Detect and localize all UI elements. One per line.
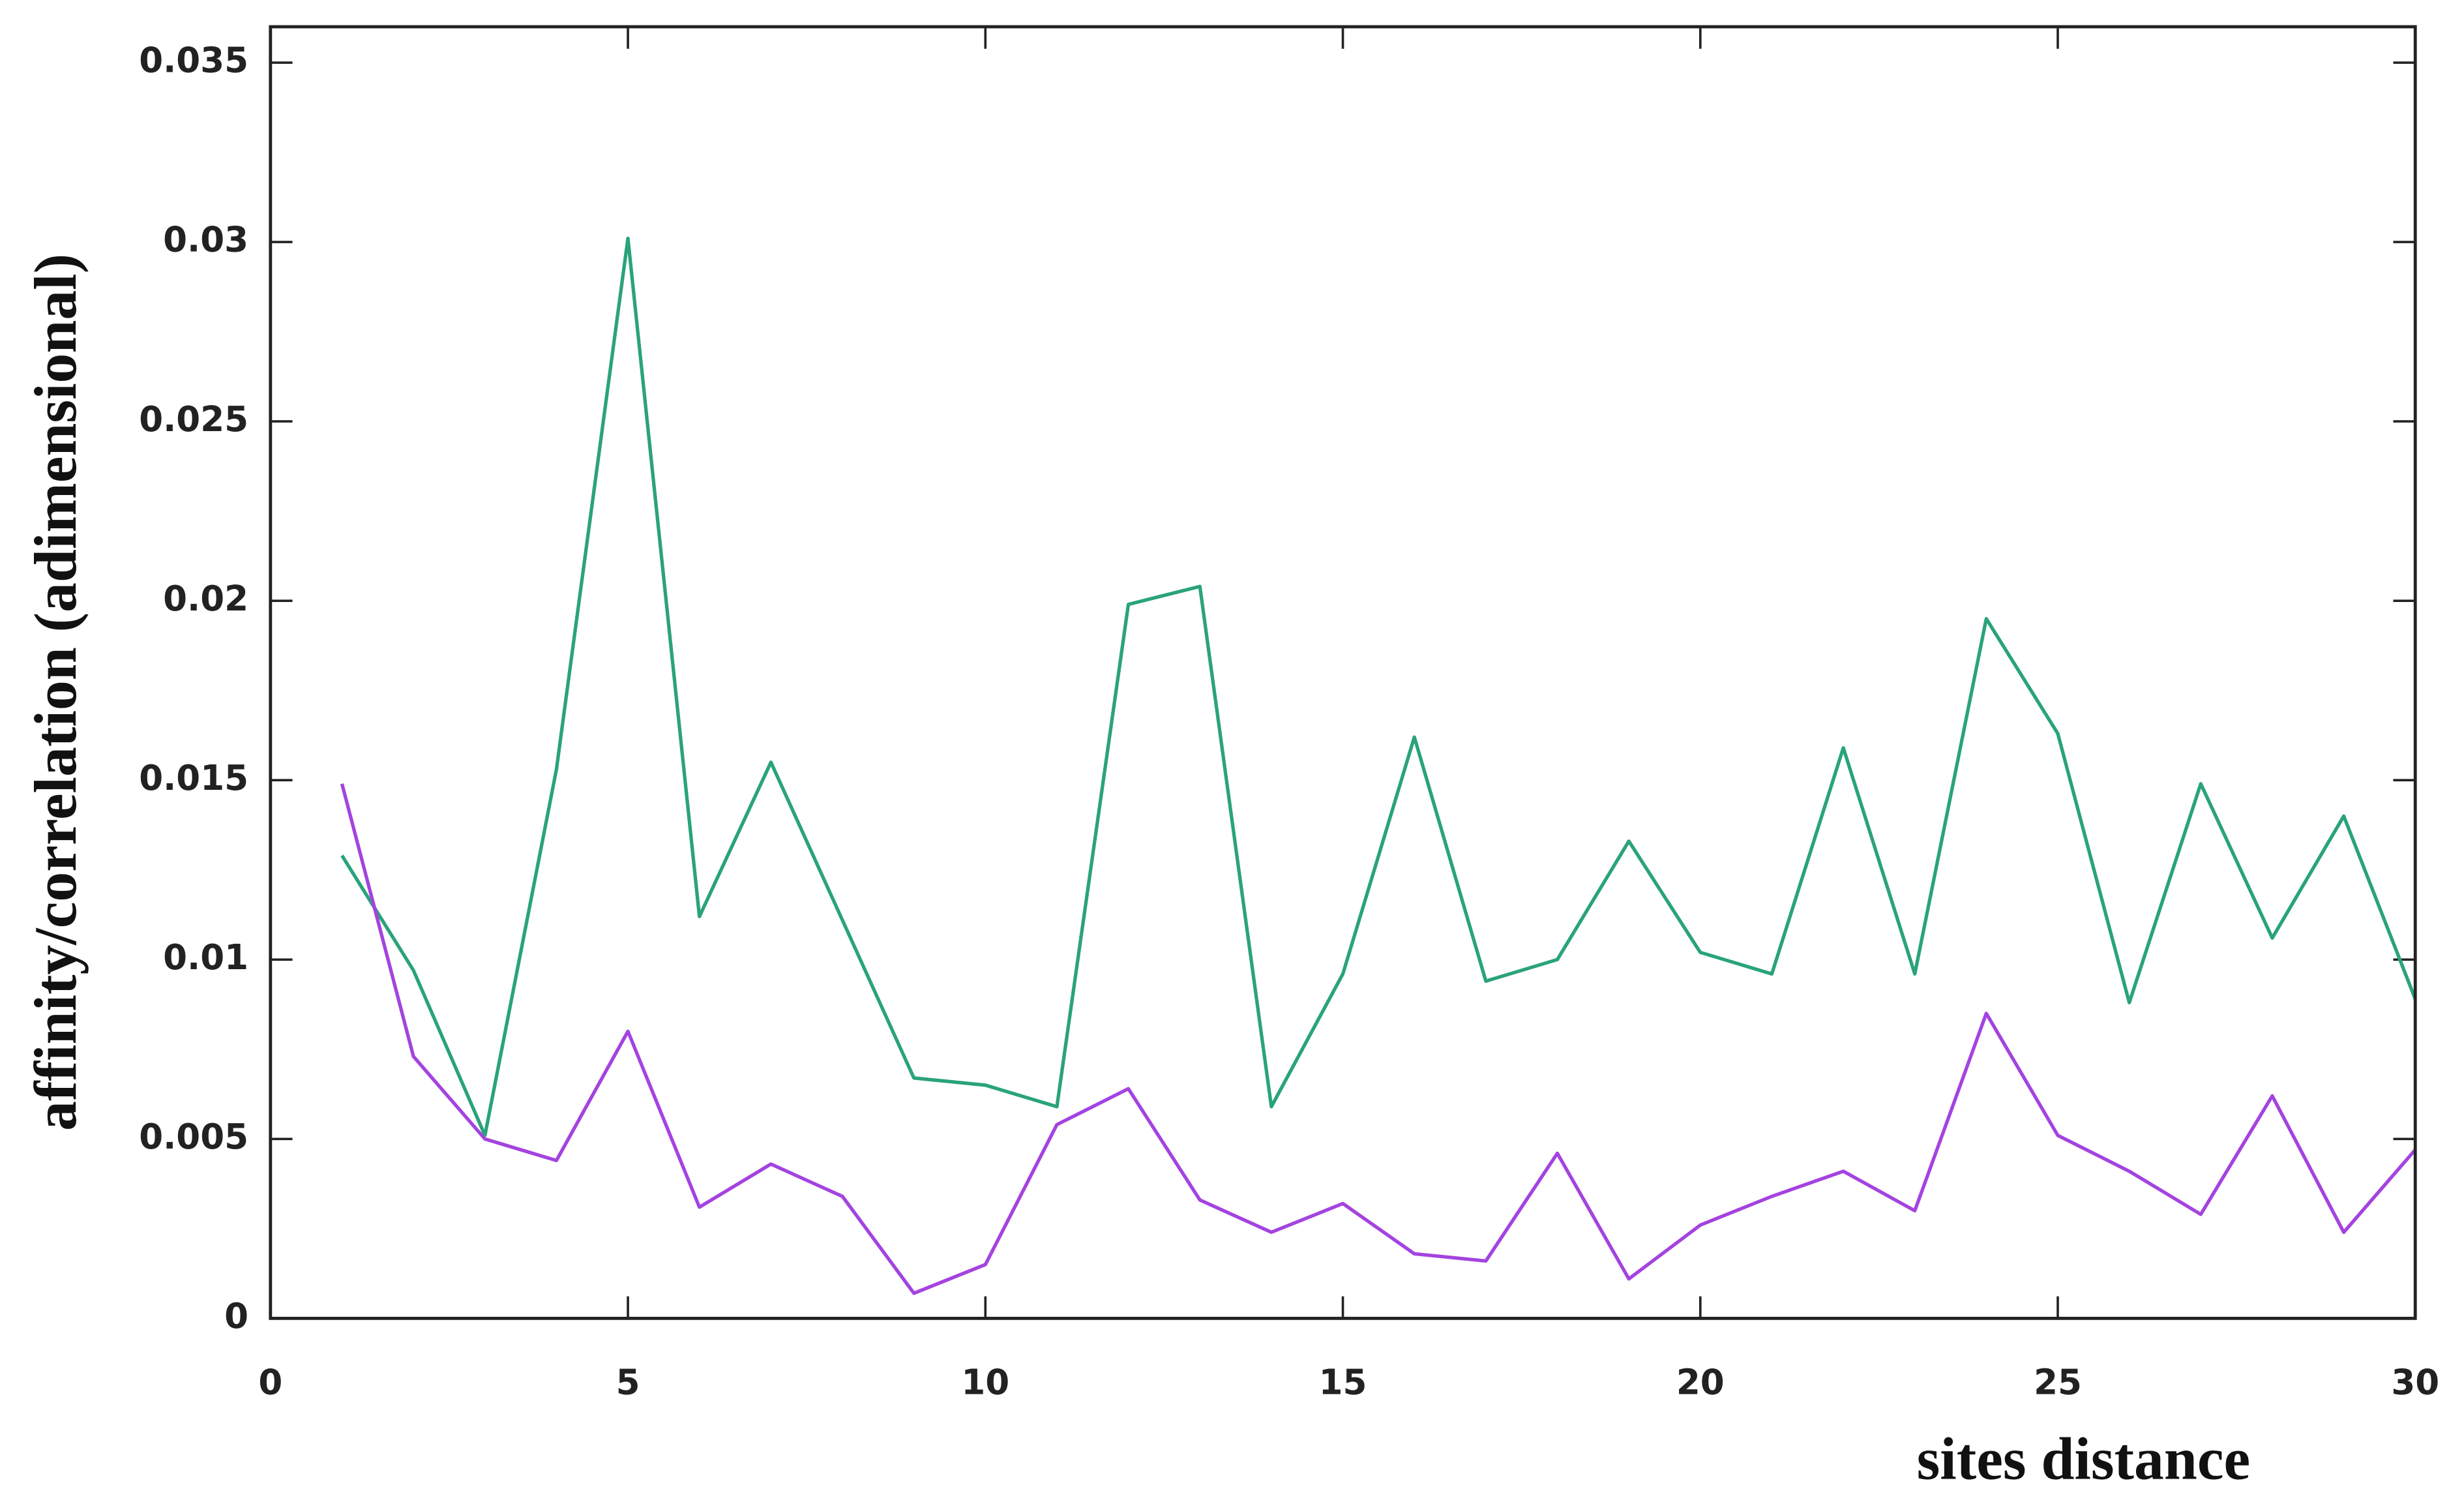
x-tick-label: 20: [1676, 1362, 1725, 1402]
data-line: [340, 236, 2417, 1137]
y-tick-label: 0.005: [139, 1117, 248, 1157]
y-tick-label: 0.015: [139, 758, 248, 798]
y-tick-label: 0: [224, 1296, 248, 1336]
y-tick-label: 0.03: [163, 220, 248, 260]
y-tick-label: 0.01: [163, 937, 248, 978]
x-tick-label: 10: [961, 1362, 1009, 1402]
y-tick-label: 0.025: [139, 399, 248, 440]
x-tick-label: 0: [258, 1362, 282, 1402]
data-line: [340, 783, 2417, 1295]
x-tick-label: 15: [1319, 1362, 1367, 1402]
y-axis-label: affinity/correlation (adimensional): [22, 254, 89, 1131]
x-tick-label: 5: [616, 1362, 640, 1402]
x-axis-label: sites distance: [1917, 1425, 2251, 1492]
y-tick-label: 0.035: [139, 40, 248, 81]
plot-frame: [269, 25, 2417, 1320]
x-tick-label: 25: [2034, 1362, 2082, 1402]
x-tick-label: 30: [2391, 1362, 2439, 1402]
y-tick-label: 0.02: [163, 579, 248, 619]
